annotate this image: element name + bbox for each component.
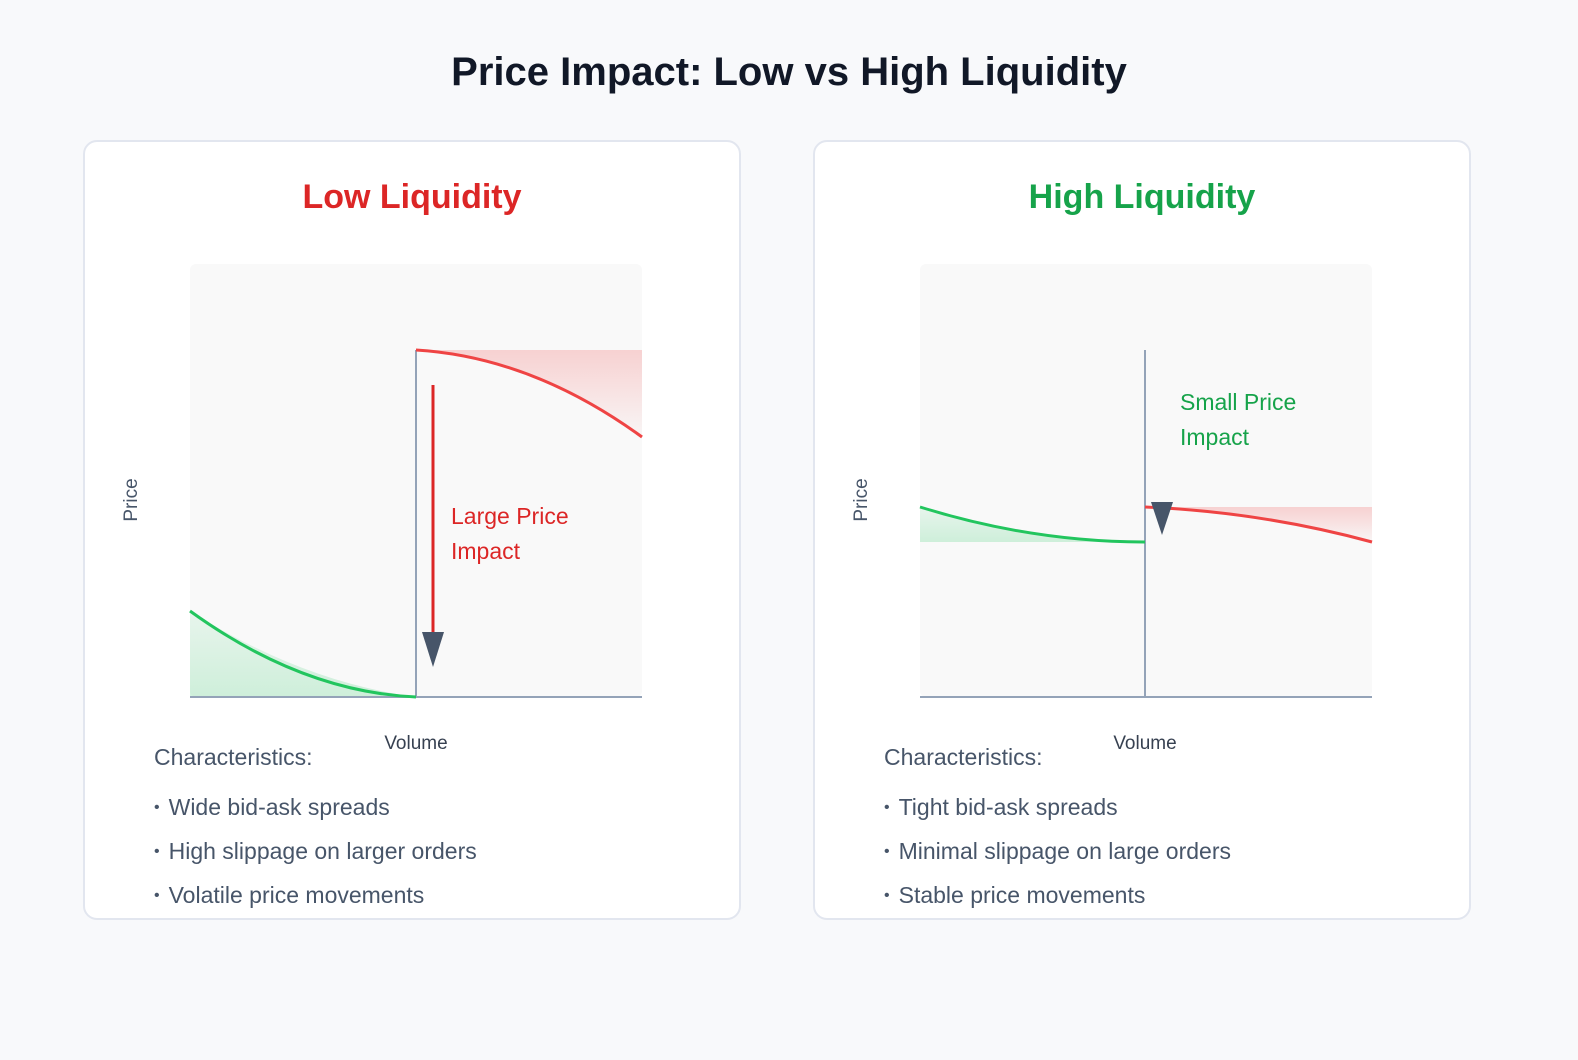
characteristics-title: Characteristics: (884, 744, 1043, 770)
bid-fill (190, 611, 416, 697)
bid-curve (189, 609, 417, 699)
y-axis-label: Price (121, 478, 142, 521)
characteristics-title: Characteristics: (154, 744, 313, 770)
y-axis-label: Price (851, 478, 872, 521)
ask-curve (1144, 505, 1373, 544)
list-item: High slippage on larger orders (154, 838, 477, 882)
panel-heading: Low Liquidity (302, 178, 522, 216)
annotation: Small Price (1180, 389, 1296, 415)
arrow-head-icon (422, 632, 444, 667)
list-item: Volatile price movements (154, 882, 477, 926)
bid-fill (920, 507, 1145, 542)
arrow-head-icon (1151, 502, 1173, 535)
ask-fill (1145, 507, 1372, 542)
list-item: Wide bid-ask spreads (154, 794, 477, 838)
annotation: Impact (1180, 424, 1250, 450)
list-item: Minimal slippage on large orders (884, 838, 1231, 882)
low-liquidity-diagram: Large Price Impact Price Volume (121, 264, 643, 754)
high-liquidity-card: High Liquidity Small Price Impact Price … (813, 140, 1471, 920)
characteristics-list: Tight bid-ask spreads Minimal slippage o… (884, 794, 1231, 926)
panel-heading: High Liquidity (1028, 178, 1256, 216)
list-item: Stable price movements (884, 882, 1231, 926)
x-axis-label: Volume (1113, 733, 1176, 754)
page-title: Price Impact: Low vs High Liquidity (451, 50, 1127, 94)
ask-curve (415, 348, 643, 439)
characteristics-list: Wide bid-ask spreads High slippage on la… (154, 794, 477, 926)
bid-curve (919, 505, 1146, 544)
ask-fill (416, 350, 642, 437)
list-item: Tight bid-ask spreads (884, 794, 1231, 838)
high-liquidity-diagram: Small Price Impact Price Volume (851, 264, 1373, 754)
low-liquidity-card: Low Liquidity Large Price Impact Price V… (83, 140, 741, 920)
x-axis-label: Volume (384, 733, 447, 754)
annotation: Impact (451, 538, 521, 564)
annotation: Large Price (451, 503, 569, 529)
